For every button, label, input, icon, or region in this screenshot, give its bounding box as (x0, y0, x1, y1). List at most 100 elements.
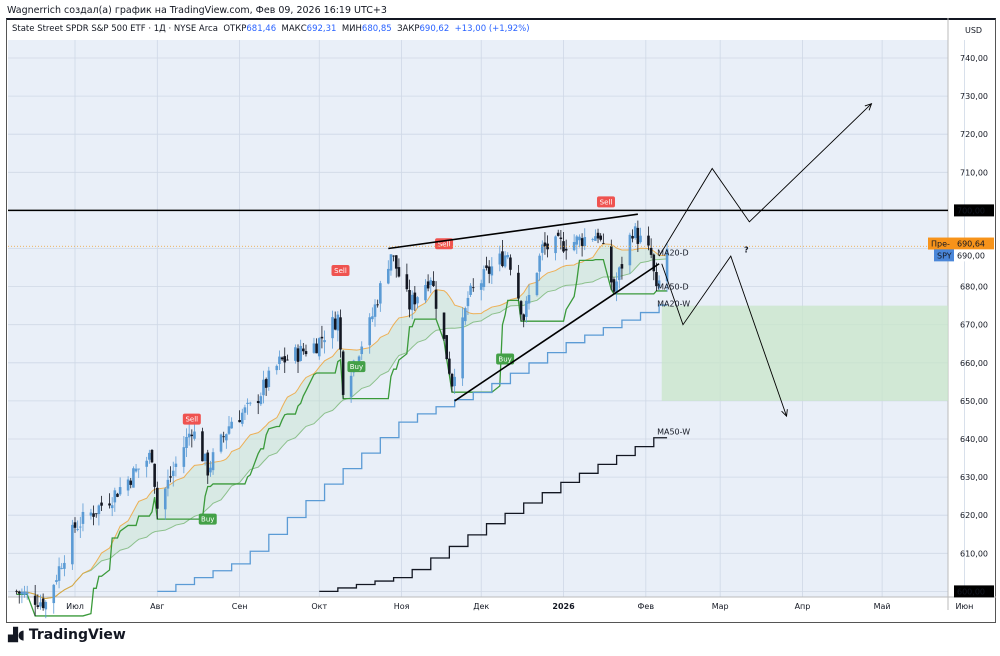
signal-badge (496, 353, 515, 365)
candle (509, 254, 512, 276)
candle-body (97, 505, 101, 515)
chart-credit: Wagnerrich создал(а) график на TradingVi… (7, 5, 387, 16)
y-tick-label: 710,00 (960, 168, 988, 177)
candle (469, 283, 472, 297)
candle-body (17, 591, 21, 594)
ma50w-steps (319, 437, 668, 593)
candle (612, 277, 616, 294)
candle (296, 344, 300, 374)
candle (453, 368, 456, 394)
candle-body (461, 317, 464, 379)
signal-sell: Sell (597, 196, 615, 208)
candle (283, 347, 287, 373)
candle (264, 377, 268, 396)
signal-badge (198, 513, 217, 525)
signal-label: Sell (600, 198, 613, 206)
candle-body (628, 234, 632, 266)
change-value: +13,00 (+1,92%) (454, 24, 530, 34)
badge-pre-value-bg (954, 237, 994, 250)
candle-body (262, 379, 265, 396)
candle (564, 239, 568, 260)
ma20w-steps (157, 304, 668, 593)
candle-body (408, 290, 411, 310)
candle-body (482, 269, 486, 288)
candle-body (248, 402, 252, 404)
candle-body (559, 237, 563, 239)
candle (527, 284, 531, 310)
candle (617, 266, 621, 289)
candle-body (44, 601, 48, 610)
candle-body (71, 524, 74, 565)
candle-body (222, 436, 225, 438)
signal-sell: Sell (331, 264, 350, 276)
high-label: МАКС (281, 24, 307, 34)
candle-body (150, 449, 154, 463)
signal-buy: Buy (347, 361, 366, 373)
candle (349, 370, 353, 403)
candle (434, 281, 438, 319)
candle-body (617, 267, 621, 281)
candle (594, 229, 597, 241)
candle-body (519, 301, 523, 315)
candle-body (169, 476, 172, 478)
candle (445, 334, 448, 360)
candle-body (371, 316, 374, 320)
open-value: 681,46 (246, 24, 277, 34)
high-value: 692,31 (306, 24, 337, 34)
candle (41, 593, 45, 611)
candle-body (527, 294, 531, 304)
label-ma20w: MA20-W (657, 300, 690, 309)
candle-body (379, 283, 382, 304)
candle (546, 235, 549, 258)
candle (94, 513, 98, 518)
candle (256, 394, 260, 415)
candle-body (79, 526, 82, 528)
candle-body (535, 272, 539, 296)
candle-body (471, 287, 475, 289)
y-tick-label: 650,00 (960, 397, 988, 406)
candle-body (129, 480, 133, 485)
candle-body (506, 254, 510, 258)
arrowhead-up-icon (864, 103, 873, 111)
candle (89, 508, 93, 520)
wedge-lower-line (454, 263, 660, 402)
candle (506, 252, 510, 260)
candle-body (413, 292, 417, 305)
candle-body (243, 407, 247, 413)
candle-body (429, 280, 433, 286)
logo-text: TradingView (28, 627, 126, 643)
candle-body (39, 602, 42, 607)
candle-body (323, 340, 326, 343)
y-tick-label: 680,00 (960, 283, 988, 292)
candle-body (392, 255, 395, 257)
candle (448, 351, 451, 376)
candle (209, 460, 212, 477)
ma-cloud (16, 243, 668, 599)
badge-700-bg (954, 204, 994, 217)
candle (225, 433, 228, 449)
candle (466, 291, 470, 315)
candle-body (416, 297, 419, 304)
candle (286, 354, 289, 361)
candle-body (110, 505, 114, 509)
candle (620, 256, 624, 280)
candle (17, 590, 21, 604)
candle-body (190, 434, 194, 437)
badge-pre-label-bg (928, 237, 954, 250)
candle (267, 366, 271, 391)
candle (222, 431, 225, 443)
candle-body (665, 248, 669, 282)
x-tick-label: Фев (638, 602, 655, 611)
candle-body (636, 227, 640, 244)
candle-body (219, 434, 223, 452)
candle (360, 341, 364, 360)
candle-body (116, 493, 119, 497)
candle-body (134, 468, 138, 472)
candle (60, 563, 64, 570)
candle (463, 306, 467, 325)
candle (408, 279, 411, 318)
badge-last-bg (954, 249, 994, 262)
candle (113, 487, 117, 512)
candle (639, 227, 642, 244)
